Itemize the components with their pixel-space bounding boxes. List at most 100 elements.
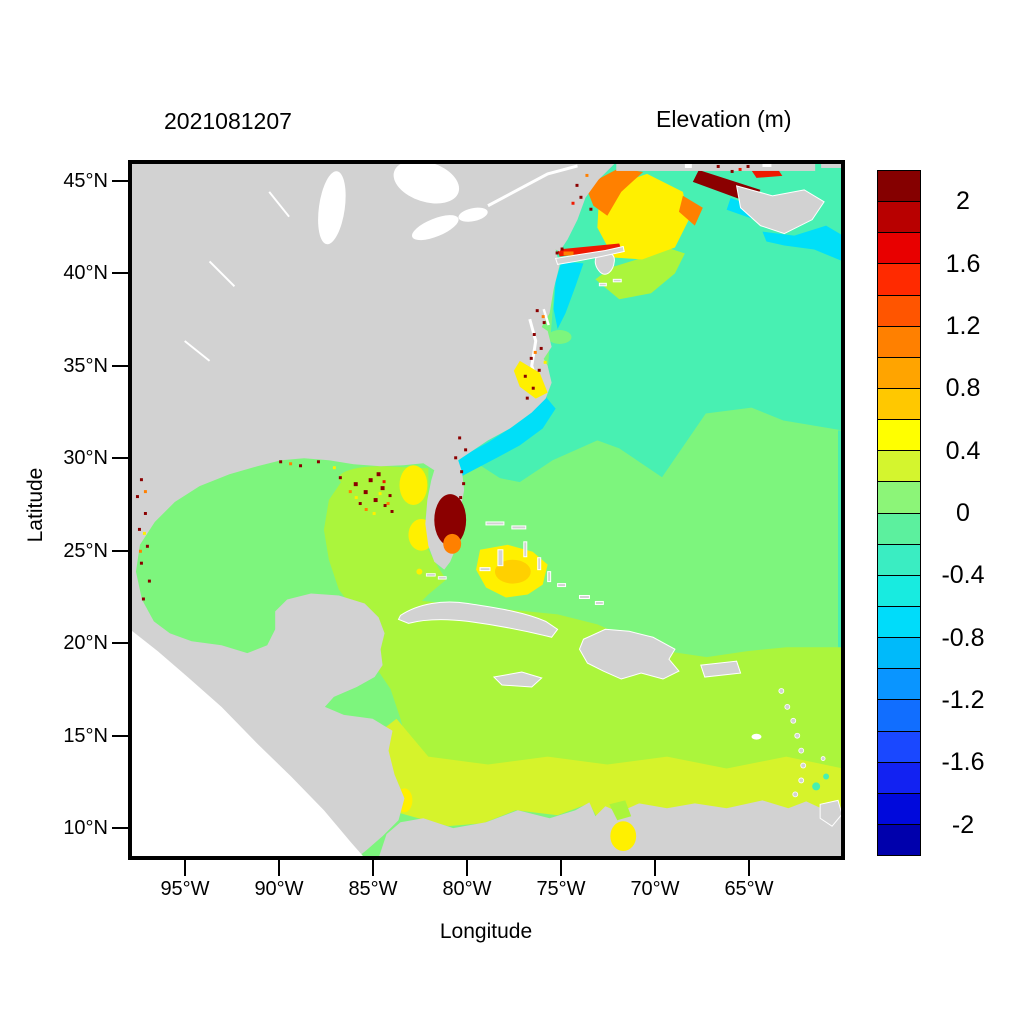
colorbar-tick-label: -1.2 [941, 686, 985, 715]
great-lakes-nodata [318, 162, 488, 245]
colorbar-cell-12 [878, 544, 920, 576]
map-plot-area [128, 160, 845, 860]
east-gulf-chartreuse [323, 466, 447, 630]
trinidad-teal-dots [812, 773, 830, 791]
x-tick-mark [654, 860, 656, 876]
louisiana-shelf-fringe [338, 466, 419, 491]
island-hispaniola [578, 628, 680, 680]
y-tick-mark [112, 365, 128, 367]
y-tick-label: 25°N [63, 540, 108, 562]
colorbar-cell-21 [878, 824, 920, 856]
colorbar-cell-8 [878, 420, 920, 452]
x-tick-label: 85°W [348, 878, 398, 900]
colorbar-tick-label: -0.4 [941, 561, 985, 590]
colorbar-tick-label: 0.4 [945, 436, 981, 465]
colorbar-cell-19 [878, 762, 920, 794]
colorbar-cell-10 [878, 482, 920, 514]
colorbar-tick-label: 1.6 [945, 249, 981, 278]
long-island-sound-surge [557, 243, 622, 257]
bahama-bank-surge [476, 544, 548, 598]
ocean-teal-nw-atlantic [458, 162, 843, 483]
colorbar-cell-7 [878, 388, 920, 421]
y-tick-mark [112, 735, 128, 737]
caribbean-chartreuse [353, 599, 843, 771]
colorbar-cell-5 [878, 326, 920, 358]
colorbar-cell-17 [878, 700, 920, 732]
x-tick-label: 65°W [724, 878, 774, 900]
colorbar-cell-3 [878, 264, 920, 296]
x-tick-mark [372, 860, 374, 876]
colorbar-cell-18 [878, 731, 920, 763]
colorbar-cell-9 [878, 451, 920, 483]
pamlico-sound-surge [513, 360, 548, 399]
x-tick-mark [278, 860, 280, 876]
x-tick-label: 80°W [442, 878, 492, 900]
long-island [554, 245, 625, 265]
colorbar-cell-16 [878, 669, 920, 701]
colorbar-cell-1 [878, 202, 920, 234]
colorbar-cell-6 [878, 357, 920, 389]
y-tick-label: 45°N [63, 170, 108, 192]
nodata-pacific [130, 629, 365, 858]
land-capecod-longisland [554, 245, 625, 287]
plot-frame [130, 162, 843, 858]
x-tick-mark [184, 860, 186, 876]
colorbar-cell-2 [878, 233, 920, 265]
green-patch-offshore-carolinas [547, 330, 572, 344]
colorbar-title: Elevation (m) [656, 106, 792, 132]
y-tick-label: 15°N [63, 725, 108, 747]
y-tick-label: 10°N [63, 817, 108, 839]
colorbar-cell-4 [878, 295, 920, 327]
colorbar-tick-label: -0.8 [941, 623, 985, 652]
x-tick-label: 95°W [160, 878, 210, 900]
domain-east-edge-strip [838, 430, 843, 858]
south-florida-hotspot [416, 494, 467, 580]
y-tick-label: 30°N [63, 447, 108, 469]
lake-maracaibo-surge [610, 821, 637, 852]
coastal-speckles-darkred [135, 164, 750, 601]
colorbar-tick-label: 1.2 [945, 311, 981, 340]
islands-bahamas [479, 521, 604, 605]
island-trinidad [819, 799, 843, 827]
colorbar-tick-label: 0.8 [945, 374, 981, 403]
y-tick-mark [112, 550, 128, 552]
land-nova-scotia-region [616, 162, 843, 235]
islands-lesser-antilles [778, 688, 826, 798]
y-tick-mark [112, 272, 128, 274]
x-tick-label: 90°W [254, 878, 304, 900]
x-tick-mark [560, 860, 562, 876]
y-tick-label: 35°N [63, 355, 108, 377]
x-tick-label: 75°W [536, 878, 586, 900]
y-axis-label: Latitude [24, 467, 47, 543]
island-cuba [397, 601, 559, 638]
islands-greater-antilles [397, 601, 742, 688]
colorbar-tick-label: 0 [956, 499, 970, 527]
colorbar-cell-20 [878, 793, 920, 825]
colorbar-cell-11 [878, 513, 920, 545]
lake-michigan [318, 171, 346, 245]
x-axis-label: Longitude [439, 920, 533, 943]
map-canvas [130, 162, 843, 858]
gulf-of-venezuela [609, 800, 632, 821]
colorbar-tick-label: -2 [951, 810, 975, 839]
x-tick-label: 70°W [630, 878, 680, 900]
y-tick-mark [112, 827, 128, 829]
colorbar-cell-14 [878, 606, 920, 639]
south-caribbean-yellowgreen [383, 718, 843, 827]
y-tick-label: 20°N [63, 632, 108, 654]
coastal-speckles-warm [138, 167, 742, 553]
island-puerto-rico [700, 660, 742, 678]
gulf-of-maine-surge [585, 163, 783, 300]
colorbar [877, 170, 921, 856]
colorbar-cell-13 [878, 575, 920, 607]
island-jamaica [492, 671, 543, 688]
y-tick-label: 40°N [63, 262, 108, 284]
x-tick-mark [748, 860, 750, 876]
run-timestamp-title: 2021081207 [164, 108, 292, 134]
land-north-america [130, 162, 617, 858]
lake-huron [393, 162, 460, 204]
colorbar-tick-label: -1.6 [941, 748, 985, 777]
nodata-fleck [751, 733, 762, 740]
y-tick-mark [112, 457, 128, 459]
